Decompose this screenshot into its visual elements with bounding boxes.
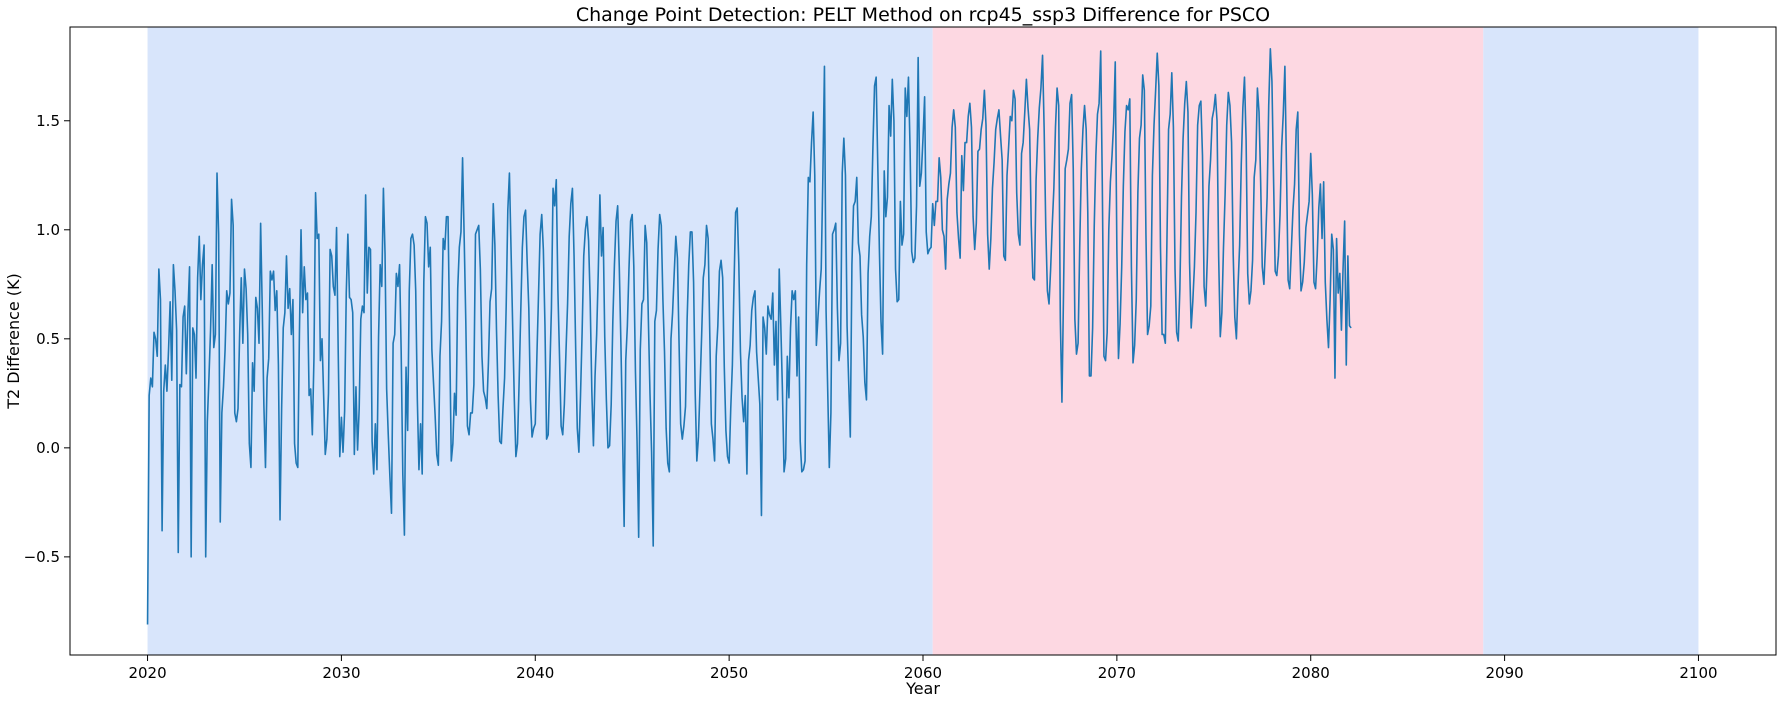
x-axis-label: Year [905,679,940,698]
region-2 [1483,27,1699,655]
region-0 [147,27,933,655]
x-axis: 2020 2030 2040 2050 2060 2070 2080 2090 2100 [128,655,1718,682]
x-tick-label: 2030 [322,664,360,682]
x-tick-label: 2050 [710,664,748,682]
y-tick-label: 0.0 [36,439,60,457]
y-tick-label: −0.5 [24,548,60,566]
y-tick-label: 0.5 [36,330,60,348]
x-tick-label: 2080 [1292,664,1330,682]
y-tick-label: 1.5 [36,112,60,130]
x-tick-label: 2100 [1679,664,1717,682]
x-tick-label: 2040 [516,664,554,682]
x-tick-label: 2090 [1485,664,1523,682]
y-axis: −0.5 0.0 0.5 1.0 1.5 [24,112,70,566]
series-layer [146,48,1352,625]
x-tick-label: 2060 [904,664,942,682]
y-tick-label: 1.0 [36,221,60,239]
series-line-0 [146,48,1352,625]
y-axis-label: T2 Difference (K) [4,273,23,410]
chart-title: Change Point Detection: PELT Method on r… [576,4,1270,26]
x-tick-label: 2020 [128,664,166,682]
x-tick-label: 2070 [1098,664,1136,682]
